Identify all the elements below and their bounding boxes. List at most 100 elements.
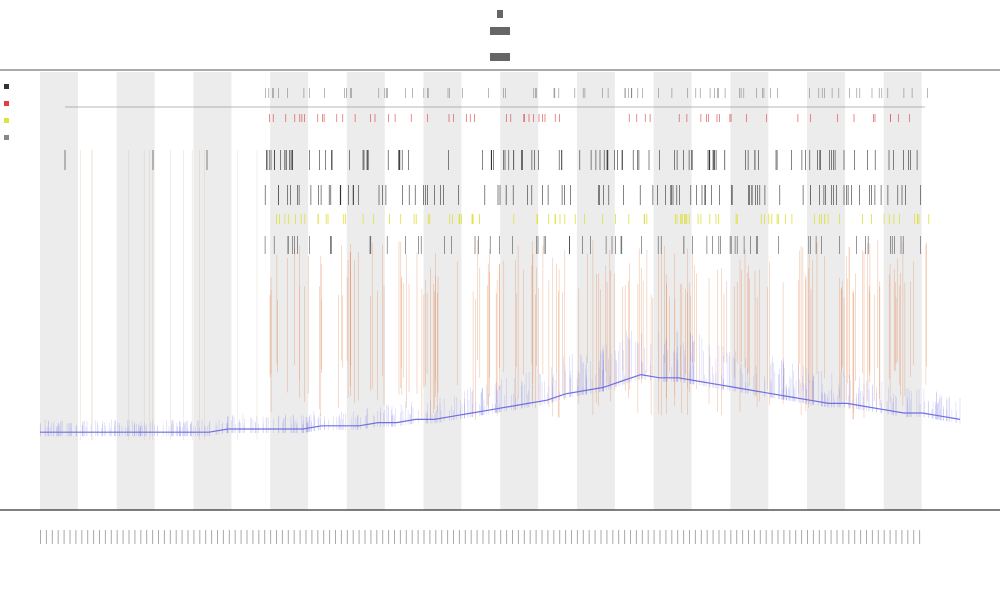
x-tick-stub <box>647 530 649 544</box>
x-tick-stub <box>417 530 419 544</box>
x-tick-stub <box>40 530 41 544</box>
x-tick-stub <box>812 530 814 544</box>
x-tick-stub <box>895 530 897 544</box>
x-tick-stub <box>759 530 761 544</box>
x-tick-stub <box>81 530 83 544</box>
x-tick-stub <box>565 530 567 544</box>
x-tick-stub <box>529 530 531 544</box>
x-tick-stub <box>317 530 319 544</box>
x-tick-stub <box>158 530 159 544</box>
x-tick-stub <box>871 530 873 544</box>
x-tick-stub <box>854 530 856 544</box>
x-tick-stub <box>547 530 549 544</box>
x-tick-stub <box>700 530 702 544</box>
x-tick-stub <box>777 530 779 544</box>
x-tick-stub <box>364 530 366 544</box>
x-tick-stub <box>907 530 909 544</box>
band-0 <box>40 72 78 510</box>
x-tick-stub <box>429 530 431 544</box>
x-tick-stub <box>588 530 590 544</box>
x-tick-stub <box>435 530 437 544</box>
x-tick-stub <box>110 530 112 544</box>
legend-swatch-2 <box>4 118 9 123</box>
band-7 <box>576 72 615 510</box>
x-tick-stub <box>789 530 791 544</box>
x-tick-stub <box>464 530 466 544</box>
x-tick-stub <box>523 530 525 544</box>
x-tick-stub <box>299 530 301 544</box>
x-tick-stub <box>689 530 690 544</box>
x-tick-stub <box>140 530 142 544</box>
x-tick-stub <box>517 530 519 544</box>
x-tick-stub <box>889 530 891 544</box>
x-tick-stub <box>458 530 460 544</box>
x-tick-stub <box>771 530 773 544</box>
x-tick-stub <box>346 530 348 544</box>
title-line-0 <box>497 10 503 18</box>
x-tick-stub <box>659 530 661 544</box>
x-tick-stub <box>576 530 578 544</box>
x-tick-stub <box>624 530 626 544</box>
x-tick-stub <box>423 530 425 544</box>
x-tick-stub <box>270 530 272 544</box>
x-tick-stub <box>187 530 189 544</box>
band-1 <box>116 72 155 510</box>
x-tick-stub <box>718 530 720 544</box>
event-marks <box>64 88 928 254</box>
x-tick-stub <box>222 530 224 544</box>
x-tick-stub <box>217 530 218 544</box>
x-tick-stub <box>665 530 667 544</box>
x-tick-stub <box>370 530 372 544</box>
x-tick-stub <box>276 530 277 544</box>
x-tick-stub <box>252 530 254 544</box>
x-tick-stub <box>51 530 53 544</box>
title-line-1 <box>490 27 510 35</box>
x-tick-stub <box>913 530 915 544</box>
x-tick-stub <box>730 530 732 544</box>
baseline-series <box>40 330 961 437</box>
x-tick-stub <box>234 530 236 544</box>
x-tick-stub <box>677 530 679 544</box>
x-tick-stub <box>553 530 555 544</box>
x-tick-stub <box>75 530 77 544</box>
x-tick-stub <box>783 530 785 544</box>
x-tick-stub <box>535 530 537 544</box>
x-tick-stub <box>706 530 708 544</box>
x-tick-stub <box>163 530 165 544</box>
x-tick-stub <box>830 530 832 544</box>
x-tick-stub <box>877 530 879 544</box>
x-tick-stub <box>311 530 313 544</box>
x-tick-stub <box>358 530 360 544</box>
x-tick-stub <box>860 530 862 544</box>
x-tick-stub <box>281 530 283 544</box>
x-tick-stub <box>512 530 513 544</box>
chart-title-group <box>490 10 510 61</box>
x-tick-stub <box>134 530 136 544</box>
x-tick-stub <box>801 530 803 544</box>
band-4 <box>346 72 385 510</box>
x-tick-stub <box>228 530 230 544</box>
x-tick-stub <box>181 530 183 544</box>
x-tick-stub <box>211 530 213 544</box>
x-tick-stub <box>305 530 307 544</box>
x-tick-stub <box>683 530 685 544</box>
legend-swatch-3 <box>4 135 9 140</box>
x-tick-stub <box>470 530 472 544</box>
x-tick-stub <box>199 530 201 544</box>
x-tick-stub <box>45 530 47 544</box>
x-tick-stub <box>630 530 631 544</box>
x-tick-stub <box>116 530 118 544</box>
background-bands <box>40 72 922 510</box>
x-tick-stub <box>453 530 454 544</box>
x-tick-stub <box>382 530 384 544</box>
band-10 <box>807 72 845 510</box>
x-tick-stub <box>175 530 177 544</box>
band-3 <box>270 72 309 510</box>
x-tick-stub <box>57 530 59 544</box>
x-tick-stub <box>571 530 572 544</box>
x-tick-stub <box>411 530 413 544</box>
band-5 <box>423 72 462 510</box>
x-tick-stub <box>694 530 696 544</box>
x-tick-stub <box>335 530 336 544</box>
